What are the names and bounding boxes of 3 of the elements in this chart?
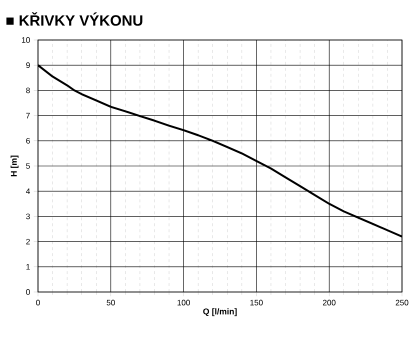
chart-title: ■ KŘIVKY VÝKONU <box>6 12 142 26</box>
y-axis-title: H [m] <box>10 156 19 176</box>
x-axis-title: Q [l/min] <box>203 308 237 316</box>
